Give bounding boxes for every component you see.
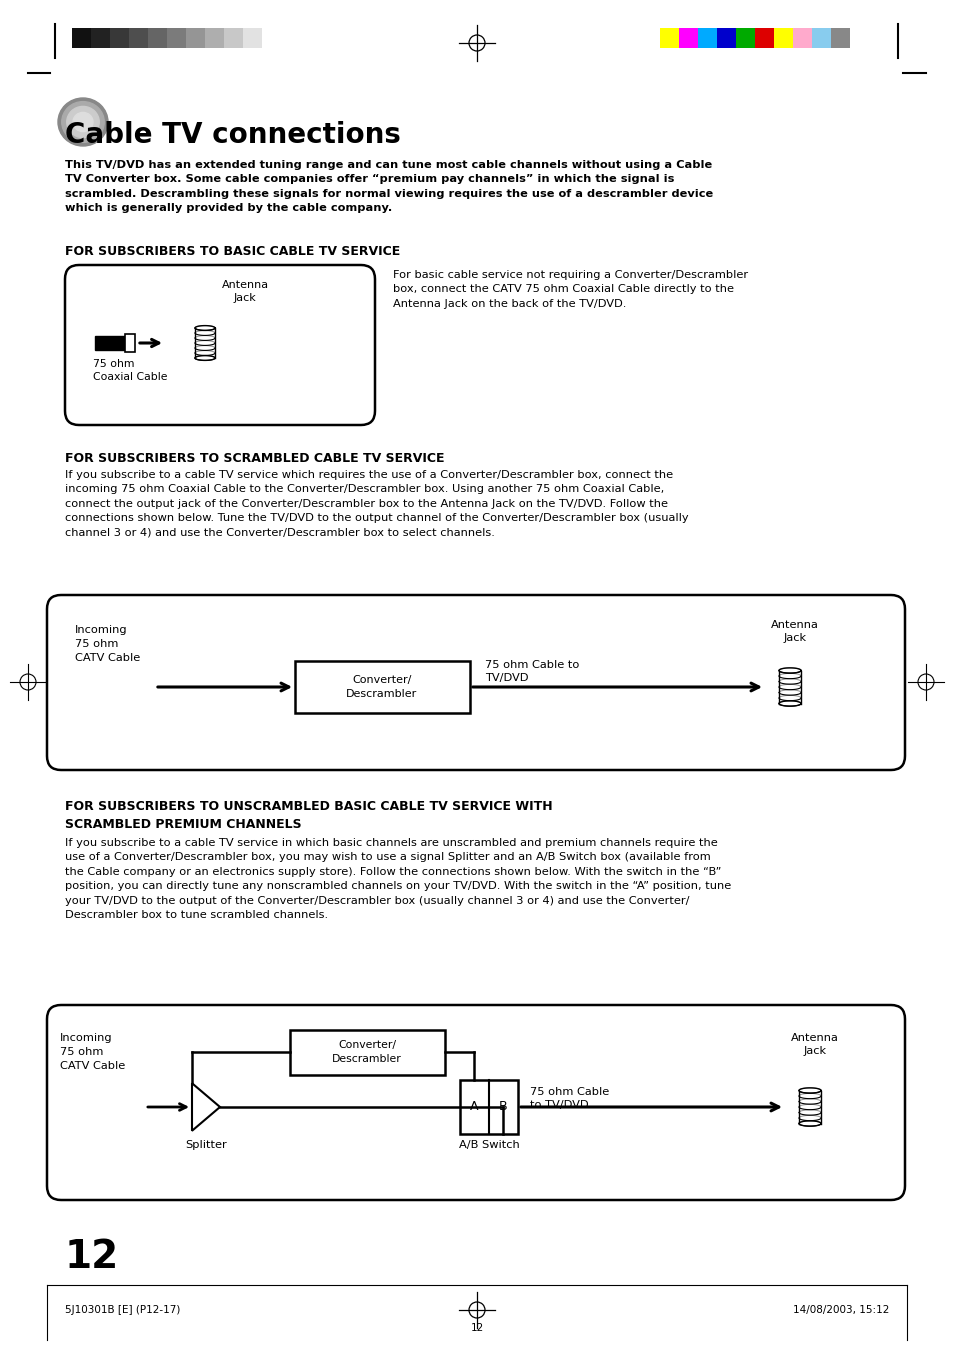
Bar	[148, 28, 167, 49]
Text: Antenna
Jack: Antenna Jack	[790, 1034, 838, 1056]
Text: If you subscribe to a cable TV service in which basic channels are unscrambled a: If you subscribe to a cable TV service i…	[65, 838, 731, 920]
Bar	[792, 28, 811, 49]
Text: Converter/
Descrambler: Converter/ Descrambler	[346, 676, 417, 698]
Bar	[679, 28, 698, 49]
Text: 75 ohm Cable to
TV/DVD: 75 ohm Cable to TV/DVD	[484, 661, 578, 684]
Text: 75 ohm
Coaxial Cable: 75 ohm Coaxial Cable	[92, 359, 168, 382]
Text: Incoming
75 ohm
CATV Cable: Incoming 75 ohm CATV Cable	[75, 626, 140, 663]
Bar	[717, 28, 735, 49]
Text: Antenna
Jack: Antenna Jack	[770, 620, 818, 643]
Text: 12: 12	[65, 1238, 119, 1275]
Bar	[459, 1079, 517, 1133]
Text: Incoming
75 ohm
CATV Cable: Incoming 75 ohm CATV Cable	[60, 1034, 125, 1071]
Text: If you subscribe to a cable TV service which requires the use of a Converter/Des: If you subscribe to a cable TV service w…	[65, 470, 688, 538]
Text: Converter/
Descrambler: Converter/ Descrambler	[332, 1040, 401, 1063]
Bar	[167, 28, 186, 49]
Bar	[205, 28, 224, 49]
Bar	[735, 28, 754, 49]
Bar	[95, 336, 125, 350]
Bar	[773, 28, 792, 49]
Ellipse shape	[73, 112, 92, 131]
Bar	[262, 28, 281, 49]
Text: For basic cable service not requiring a Converter/Descrambler
box, connect the C: For basic cable service not requiring a …	[393, 270, 747, 309]
Text: This TV/DVD has an extended tuning range and can tune most cable channels withou: This TV/DVD has an extended tuning range…	[65, 159, 713, 213]
Text: A: A	[469, 1101, 477, 1113]
Text: FOR SUBSCRIBERS TO UNSCRAMBLED BASIC CABLE TV SERVICE WITH
SCRAMBLED PREMIUM CHA: FOR SUBSCRIBERS TO UNSCRAMBLED BASIC CAB…	[65, 800, 552, 831]
Text: FOR SUBSCRIBERS TO SCRAMBLED CABLE TV SERVICE: FOR SUBSCRIBERS TO SCRAMBLED CABLE TV SE…	[65, 453, 444, 465]
Bar	[129, 28, 148, 49]
Bar	[125, 334, 135, 353]
Text: FOR SUBSCRIBERS TO BASIC CABLE TV SERVICE: FOR SUBSCRIBERS TO BASIC CABLE TV SERVIC…	[65, 245, 400, 258]
Text: Cable TV connections: Cable TV connections	[65, 122, 400, 149]
Bar	[91, 28, 110, 49]
Text: Antenna
Jack: Antenna Jack	[221, 280, 269, 303]
Bar	[698, 28, 717, 49]
Bar	[186, 28, 205, 49]
Bar	[110, 28, 129, 49]
Bar	[294, 661, 470, 713]
Text: 12: 12	[470, 1323, 483, 1333]
Ellipse shape	[67, 107, 99, 138]
Text: 75 ohm Cable
to TV/DVD: 75 ohm Cable to TV/DVD	[530, 1088, 609, 1111]
Bar	[830, 28, 849, 49]
Bar	[754, 28, 773, 49]
Ellipse shape	[62, 101, 104, 142]
Text: B: B	[498, 1101, 507, 1113]
Ellipse shape	[58, 99, 108, 146]
Bar	[224, 28, 243, 49]
Text: 5J10301B [E] (P12-17): 5J10301B [E] (P12-17)	[65, 1305, 180, 1315]
Bar	[659, 28, 679, 49]
Bar	[290, 1029, 444, 1075]
Text: A/B Switch: A/B Switch	[458, 1140, 518, 1150]
Text: 14/08/2003, 15:12: 14/08/2003, 15:12	[792, 1305, 888, 1315]
Text: Splitter: Splitter	[185, 1140, 227, 1150]
Bar	[71, 28, 91, 49]
Bar	[243, 28, 262, 49]
Bar	[811, 28, 830, 49]
